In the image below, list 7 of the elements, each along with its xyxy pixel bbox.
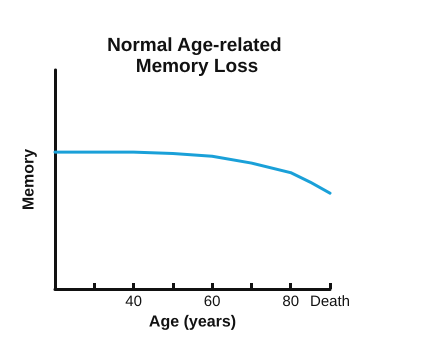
x-tick-label: Death [310, 293, 350, 310]
x-tick-label: 80 [282, 293, 300, 310]
x-axis-title: Age (years) [148, 314, 236, 330]
x-tick-label: 60 [204, 293, 220, 310]
y-axis-title: Memory [20, 148, 38, 210]
chart-title: Normal Age-related Memory Loss [107, 35, 287, 77]
x-tick-label: 40 [125, 293, 142, 310]
